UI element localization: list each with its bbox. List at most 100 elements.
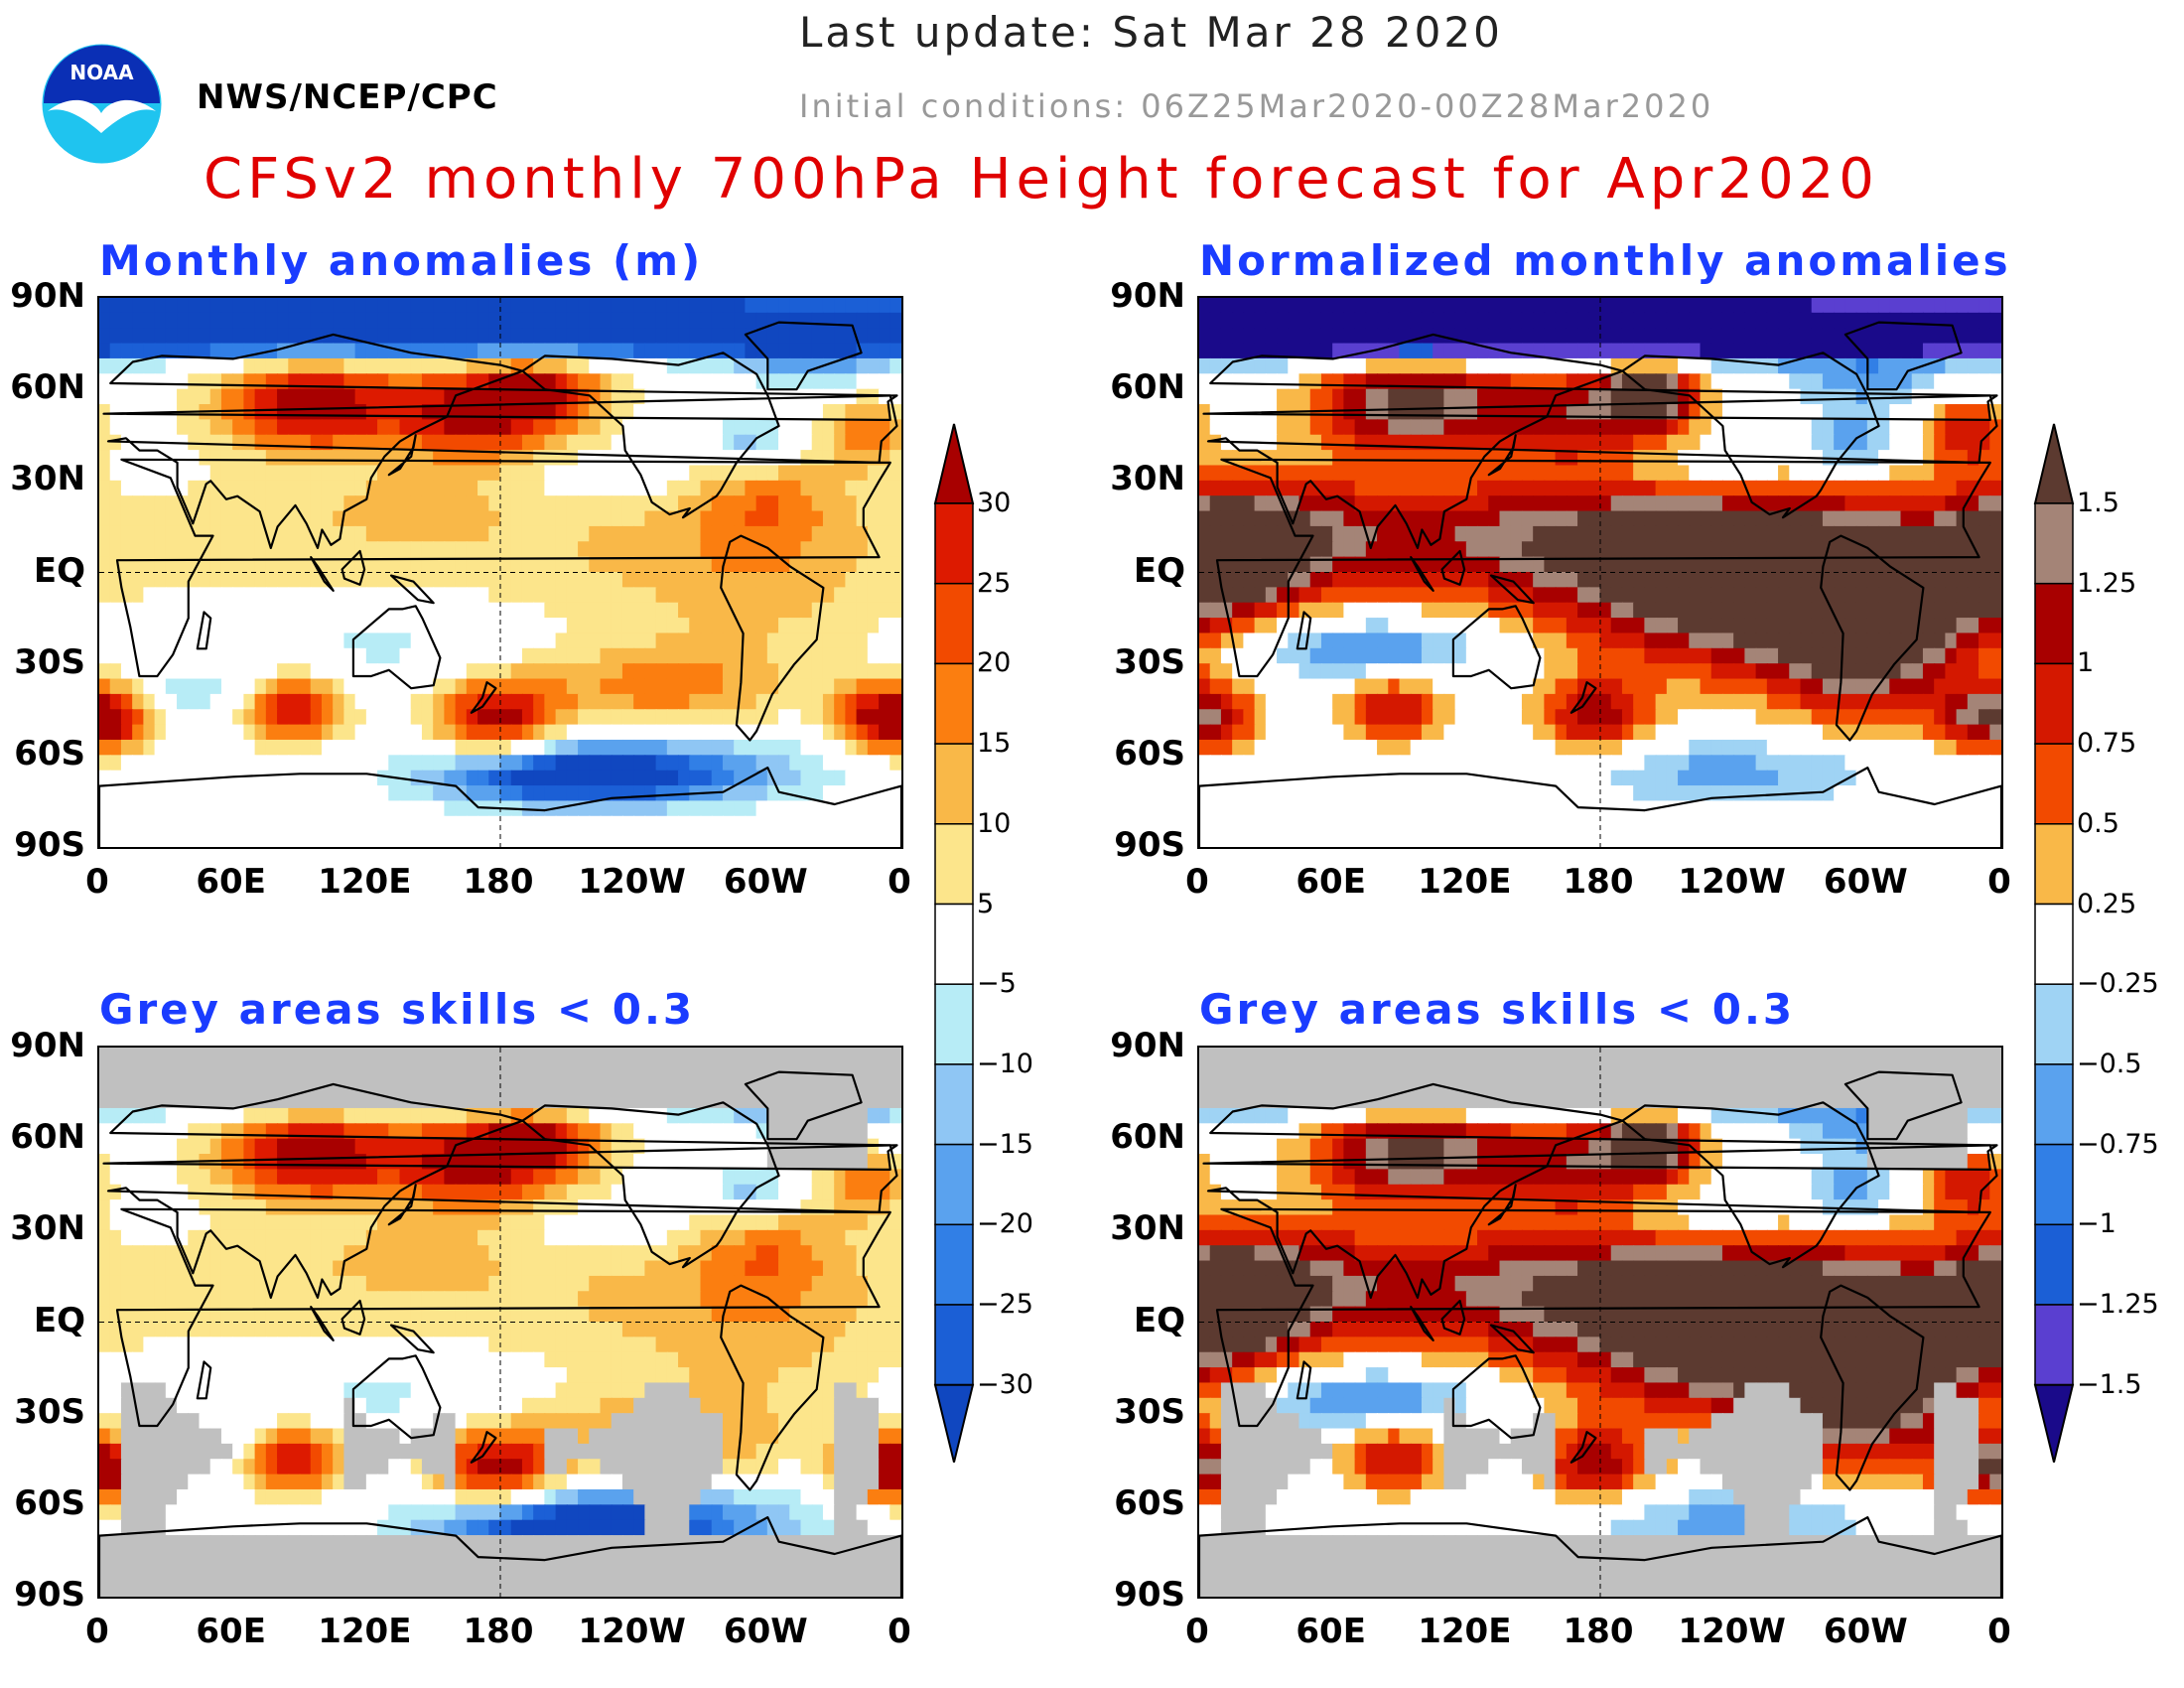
field-cell [621, 618, 635, 634]
field-cell [321, 693, 335, 711]
field-cell [845, 572, 858, 589]
field-cell [1610, 419, 1623, 436]
field-cell [1755, 693, 1768, 711]
field-cell [1443, 357, 1456, 375]
field-cell [1989, 770, 2001, 787]
field-cell [800, 755, 813, 772]
field-cell [232, 465, 245, 482]
field-cell [544, 709, 557, 726]
field-cell [1288, 450, 1300, 467]
field-cell [1599, 434, 1612, 452]
field-cell [288, 647, 301, 665]
field-cell [1945, 572, 1958, 589]
field-cell [199, 693, 211, 711]
field-cell [1220, 388, 1234, 406]
field-cell [722, 373, 736, 390]
field-cell [856, 480, 869, 497]
field-cell [1343, 328, 1356, 345]
field-cell [399, 800, 412, 817]
field-cell [109, 587, 122, 604]
field-cell [310, 328, 323, 345]
field-cell [700, 404, 713, 421]
field-cell [466, 724, 479, 741]
field-cell [800, 663, 813, 680]
field-cell [1499, 388, 1512, 406]
field-cell [177, 602, 190, 620]
field-cell [521, 328, 535, 345]
field-cell [845, 663, 858, 680]
field-cell [1199, 343, 1211, 359]
field-cell [1900, 663, 1913, 680]
field-cell [1678, 343, 1691, 359]
field-cell [265, 724, 279, 741]
field-cell [1822, 633, 1836, 649]
field-cell [1678, 739, 1691, 757]
field-cell [99, 388, 111, 406]
field-cell [1499, 357, 1512, 375]
field-cell [521, 770, 535, 787]
field-cell [1410, 709, 1423, 726]
field-cell [199, 343, 211, 359]
field-cell [589, 800, 602, 817]
field-cell [99, 709, 111, 726]
field-cell [209, 343, 222, 359]
field-cell [1388, 587, 1401, 604]
field-cell [1866, 357, 1880, 375]
field-cell [1789, 633, 1802, 649]
field-cell [444, 587, 457, 604]
field-cell [1678, 709, 1691, 726]
field-cell [1265, 419, 1279, 436]
field-cell [745, 633, 757, 649]
field-cell [1454, 388, 1467, 406]
field-cell [209, 465, 222, 482]
field-cell [1922, 709, 1936, 726]
field-cell [109, 693, 122, 711]
field-cell [879, 602, 891, 620]
field-cell [600, 618, 613, 634]
field-cell [1421, 419, 1434, 436]
field-cell [321, 465, 335, 482]
field-cell [1510, 709, 1523, 726]
field-cell [1454, 739, 1467, 757]
field-cell [789, 587, 802, 604]
field-cell [132, 541, 145, 558]
field-cell [1332, 602, 1345, 620]
field-cell [856, 541, 869, 558]
field-cell [1399, 495, 1412, 512]
field-cell [856, 404, 869, 421]
field-cell [343, 312, 356, 330]
field-cell [1789, 328, 1802, 345]
field-cell [299, 434, 312, 452]
field-cell [655, 815, 668, 833]
field-cell [265, 510, 279, 527]
field-cell [666, 357, 680, 375]
field-cell [1989, 343, 2001, 359]
field-cell [1610, 525, 1623, 543]
field-cell [578, 480, 591, 497]
field-cell [1922, 357, 1936, 375]
field-cell [1410, 602, 1423, 620]
field-cell [1844, 647, 1857, 665]
field-cell [1298, 739, 1311, 757]
field-cell [444, 495, 457, 512]
field-cell [1544, 693, 1557, 711]
field-cell [232, 480, 245, 497]
field-cell [845, 404, 858, 421]
field-cell [1265, 373, 1279, 390]
field-cell [800, 739, 813, 757]
field-cell [834, 328, 847, 345]
field-cell [333, 587, 345, 604]
field-cell [377, 709, 390, 726]
field-cell [1277, 572, 1290, 589]
field-cell [621, 755, 635, 772]
field-cell [544, 541, 557, 558]
field-cell [1800, 357, 1813, 375]
field-cell [1855, 633, 1868, 649]
field-cell [1521, 755, 1535, 772]
field-cell [1320, 510, 1334, 527]
field-cell [1822, 663, 1836, 680]
anomaly-field [1199, 298, 2001, 847]
field-cell [365, 678, 379, 695]
field-cell [644, 525, 657, 543]
field-cell [1934, 312, 1947, 330]
